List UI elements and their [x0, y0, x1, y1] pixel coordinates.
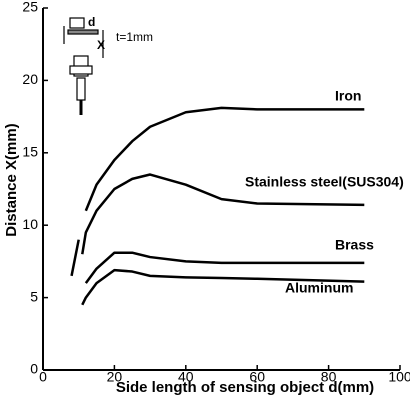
y-tick-label: 5	[30, 288, 38, 304]
x-tick-label: 60	[249, 369, 265, 385]
y-tick-label: 0	[30, 361, 38, 377]
series-label: Iron	[335, 88, 361, 104]
series-label: Aluminum	[285, 280, 353, 296]
x-tick-label: 0	[39, 369, 47, 385]
x-axis-label: Side length of sensing object d(mm)	[116, 379, 374, 396]
x-tick-label: 80	[321, 369, 337, 385]
inset-d: d	[88, 15, 95, 29]
inset-t: t=1mm	[116, 30, 153, 44]
y-tick-label: 15	[22, 144, 38, 160]
x-tick-label: 40	[178, 369, 194, 385]
inset-diagram	[63, 17, 104, 115]
y-tick-label: 25	[22, 0, 38, 15]
y-tick-label: 20	[22, 71, 38, 87]
x-tick-label: 20	[107, 369, 123, 385]
inset-x: X	[97, 38, 105, 52]
series-line	[84, 251, 365, 284]
series-label: Stainless steel(SUS304)	[245, 174, 404, 190]
y-axis-label: Distance X(mm)	[3, 123, 20, 236]
x-tick-label: 100	[388, 369, 410, 385]
series-label: Brass	[335, 237, 374, 253]
series-line	[81, 268, 365, 306]
series-line	[70, 106, 365, 277]
y-tick-label: 10	[22, 216, 38, 232]
series-line	[81, 173, 365, 255]
